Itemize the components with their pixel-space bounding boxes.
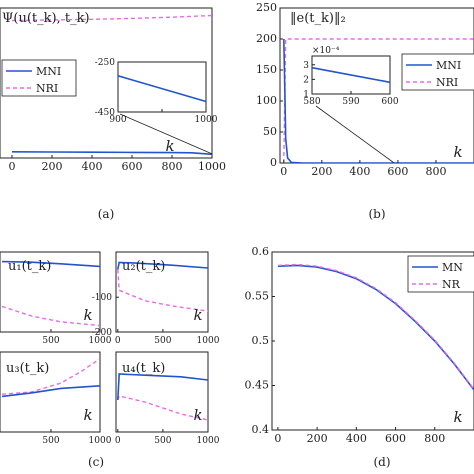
y-axis-label: ‖e(t_k)‖₂ xyxy=(290,11,346,26)
x-tick-label: 1000 xyxy=(198,160,226,173)
x-axis-label: k xyxy=(165,137,174,155)
y-tick-label: -100 xyxy=(92,293,112,303)
subplot-label: u₁(t_k) xyxy=(8,259,51,274)
y-tick-label: 200 xyxy=(256,32,277,45)
x-tick-label: 1000 xyxy=(197,336,220,346)
x-tick-label: 590 xyxy=(342,97,359,107)
y-axis-label: Ψ(u(t_k), t_k) xyxy=(2,11,90,26)
subplot-u3-frame xyxy=(0,351,101,433)
legend-box xyxy=(1,59,77,97)
x-axis-label: k xyxy=(83,406,92,424)
series-mni-line xyxy=(117,373,208,401)
x-tick-label: 0 xyxy=(115,336,121,346)
inset-b-mni-line xyxy=(311,66,391,84)
legend-label: MN xyxy=(442,261,463,274)
x-tick-label: 0 xyxy=(274,432,281,445)
subplot-u1-frame xyxy=(0,251,101,333)
inset-a-bg xyxy=(118,62,206,112)
series-mni-line xyxy=(1,260,100,268)
y-tick-label: 100 xyxy=(256,94,277,107)
x-tick-label: 800 xyxy=(424,432,445,445)
x-tick-label: 500 xyxy=(154,436,171,446)
x-tick-label: 0 xyxy=(115,436,121,446)
y-tick-label: 0.5 xyxy=(252,334,270,347)
subplot-u4-frame xyxy=(115,351,209,433)
subplot-label: u₄(t_k) xyxy=(122,361,165,376)
y-tick-label: 150 xyxy=(256,63,277,76)
y-tick-label: 0 xyxy=(270,156,277,169)
y-tick-label: 0.45 xyxy=(245,379,270,392)
x-tick-label: 500 xyxy=(42,436,59,446)
x-tick-label: 0 xyxy=(9,160,16,173)
y-tick-label: 0.6 xyxy=(252,245,270,258)
x-tick-label: 580 xyxy=(303,97,320,107)
caption-b: (b) xyxy=(368,207,385,221)
zoom-pointer-line xyxy=(119,113,213,155)
legend-box xyxy=(401,53,474,91)
x-tick-label: 200 xyxy=(42,160,63,173)
legend-label: NRI xyxy=(436,76,458,89)
y-tick-label: -200 xyxy=(92,328,112,338)
y-tick-label: -450 xyxy=(95,108,115,118)
legend-label: MNI xyxy=(436,59,461,72)
series-nr-line xyxy=(277,263,474,390)
inset-scale-label: ×10⁻⁴ xyxy=(312,46,340,56)
x-tick-label: 200 xyxy=(311,165,332,178)
x-axis-label: k xyxy=(453,408,462,426)
x-tick-label: 900 xyxy=(109,115,126,125)
subplot-u2-frame xyxy=(115,251,209,333)
x-tick-label: 500 xyxy=(42,336,59,346)
inset-a-mni-line xyxy=(117,75,207,103)
x-tick-label: 600 xyxy=(385,432,406,445)
y-tick-label: 2 xyxy=(303,75,309,85)
series-mni-line xyxy=(11,151,212,156)
x-tick-label: 400 xyxy=(82,160,103,173)
series-mni-line xyxy=(117,261,208,270)
subplot-label: u₂(t_k) xyxy=(122,259,165,274)
legend-label: MNI xyxy=(36,65,61,78)
y-tick-label: 50 xyxy=(263,125,277,138)
series-nri-line xyxy=(117,269,208,312)
zoom-pointer-line xyxy=(315,105,395,164)
x-axis-label: k xyxy=(193,306,202,324)
caption-c: (c) xyxy=(88,455,104,469)
x-tick-label: 500 xyxy=(154,336,171,346)
y-tick-label: 3 xyxy=(303,61,309,71)
x-tick-label: 1000 xyxy=(195,115,218,125)
x-tick-label: 400 xyxy=(349,165,370,178)
x-tick-label: 200 xyxy=(307,432,328,445)
x-axis-label: k xyxy=(193,406,202,424)
y-tick-label: 250 xyxy=(256,1,277,14)
x-tick-label: 600 xyxy=(122,160,143,173)
y-tick-label: 0.4 xyxy=(252,423,270,436)
legend-box xyxy=(407,255,474,293)
y-tick-label: -250 xyxy=(95,58,115,68)
legend-label: NRI xyxy=(36,82,58,95)
x-tick-label: 1000 xyxy=(89,436,112,446)
x-tick-label: 800 xyxy=(162,160,183,173)
x-tick-label: 800 xyxy=(425,165,446,178)
x-axis-label: k xyxy=(453,143,462,161)
y-tick-label: 0.55 xyxy=(245,290,270,303)
x-tick-label: 0 xyxy=(280,165,287,178)
subplot-label: u₃(t_k) xyxy=(6,361,49,376)
x-tick-label: 400 xyxy=(346,432,367,445)
x-tick-label: 600 xyxy=(381,97,398,107)
caption-a: (a) xyxy=(98,207,115,221)
panel-a-frame xyxy=(0,7,213,159)
x-axis-label: k xyxy=(83,306,92,324)
x-tick-label: 1000 xyxy=(89,336,112,346)
series-mni-line xyxy=(1,385,100,398)
legend-label: NR xyxy=(442,278,461,291)
series-mni-line xyxy=(283,38,474,163)
x-tick-label: 1000 xyxy=(197,436,220,446)
series-nri-line xyxy=(11,14,212,22)
caption-d: (d) xyxy=(373,455,390,469)
x-tick-label: 600 xyxy=(387,165,408,178)
series-nri-line xyxy=(1,305,100,327)
y-tick-label: 1 xyxy=(303,90,309,100)
